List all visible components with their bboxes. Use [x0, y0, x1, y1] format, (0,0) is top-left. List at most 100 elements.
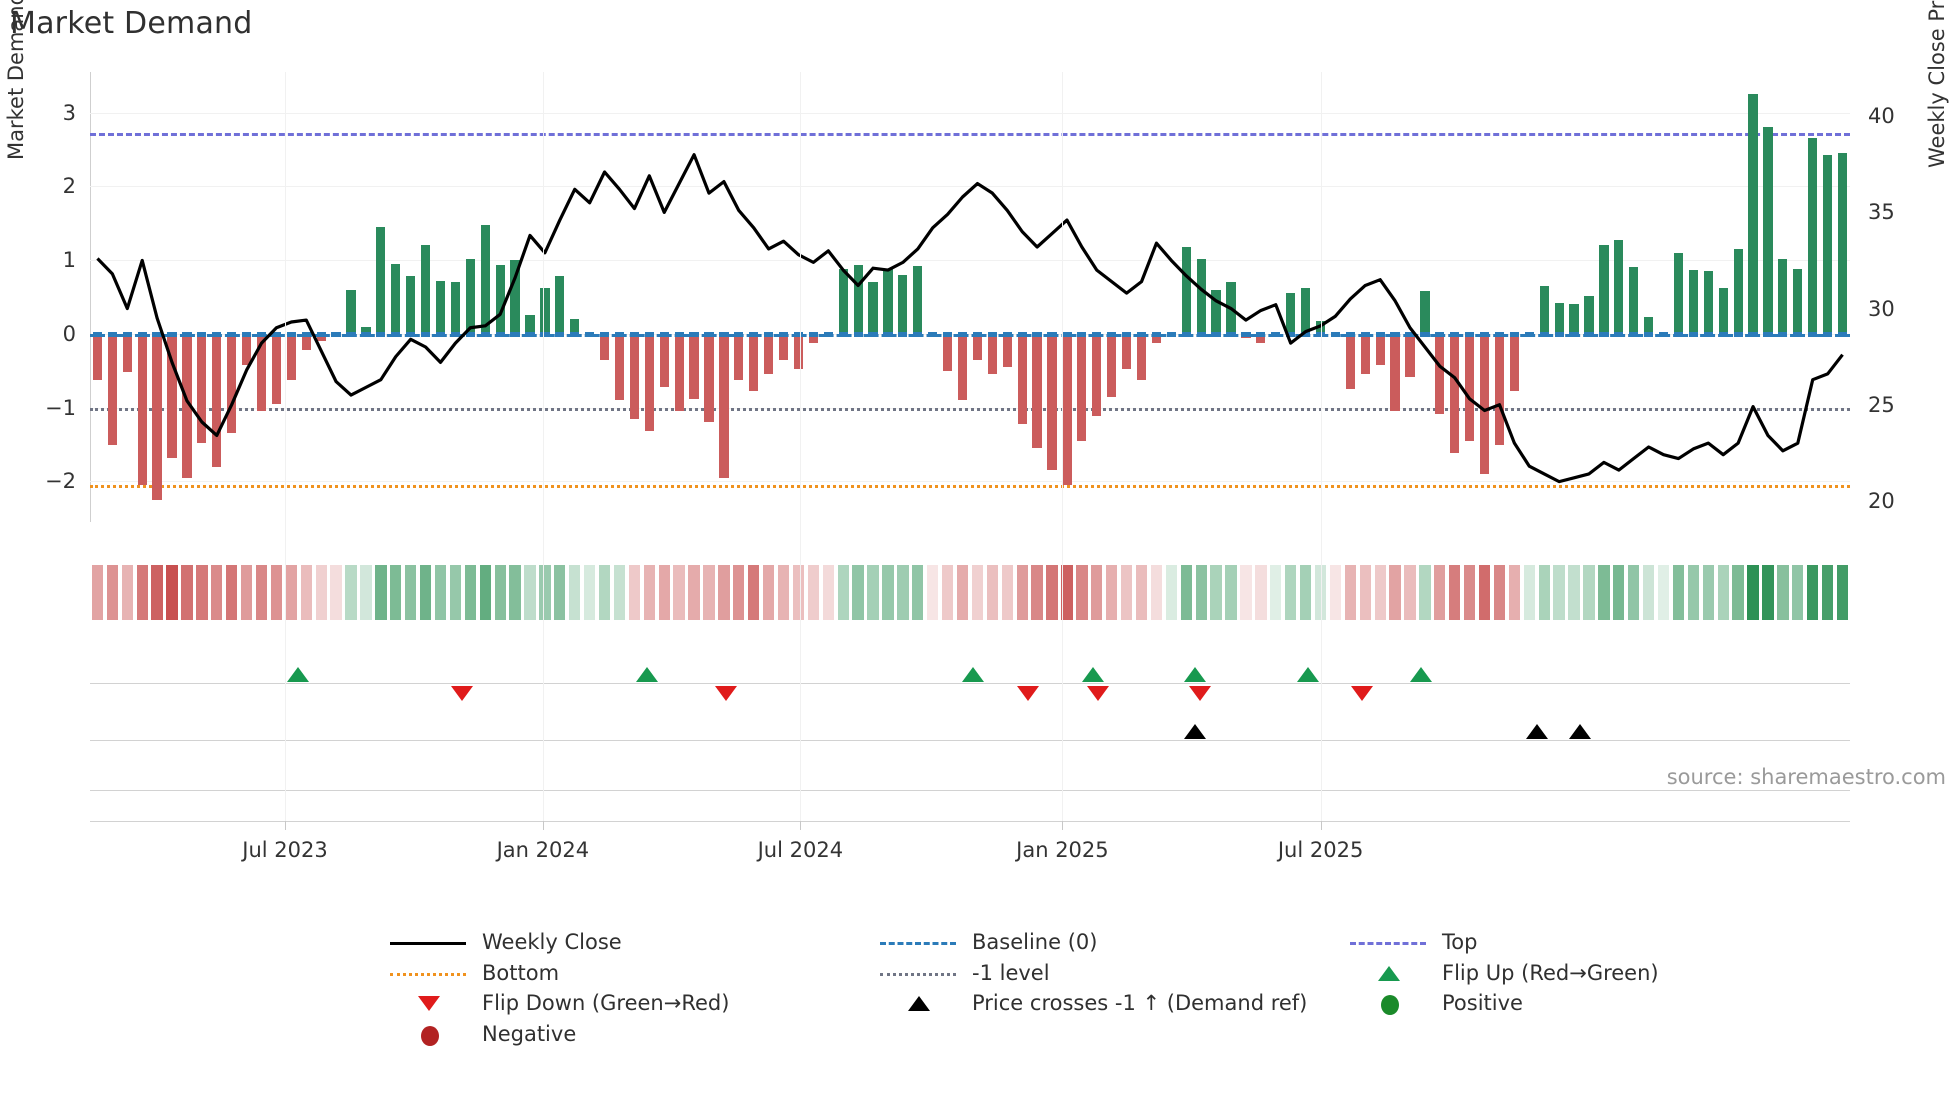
demand-bar	[1539, 285, 1549, 334]
baseline-cap	[1629, 331, 1639, 337]
heatmap-cell	[1195, 565, 1207, 620]
heatmap-cell	[196, 565, 208, 620]
line-icon	[1350, 931, 1426, 953]
heatmap-cell	[822, 565, 834, 620]
baseline-cap	[659, 331, 669, 337]
baseline-cap	[898, 331, 908, 337]
heatmap-cell	[688, 565, 700, 620]
heatmap-cell	[1449, 565, 1461, 620]
demand-bar	[689, 333, 699, 399]
demand-bar	[957, 333, 968, 401]
baseline-cap	[1077, 331, 1087, 337]
left-tick-label: 2	[62, 174, 76, 199]
heatmap-cell	[748, 565, 760, 620]
right-tick-label: 30	[1868, 296, 1895, 321]
demand-bar	[1778, 258, 1788, 334]
x-tick-mark	[285, 821, 286, 830]
legend-label: -1 level	[972, 960, 1050, 985]
x-tick-mark	[1062, 821, 1064, 830]
legend-item[interactable]: Weekly Close	[390, 930, 622, 954]
demand-bar	[1673, 252, 1684, 334]
heatmap-cell	[1657, 565, 1670, 620]
heatmap-cell	[1210, 565, 1222, 620]
baseline-cap	[197, 331, 207, 337]
baseline-cap	[1763, 331, 1773, 337]
baseline-cap	[1271, 331, 1281, 337]
heatmap-cell	[390, 565, 402, 620]
heatmap-cell	[569, 565, 581, 620]
legend-label: Flip Up (Red→Green)	[1442, 960, 1659, 985]
legend-item[interactable]: Flip Down (Green→Red)	[390, 991, 729, 1015]
demand-bar	[570, 319, 580, 334]
baseline-cap	[1823, 331, 1833, 337]
baseline-cap	[540, 331, 550, 337]
heatmap-cell	[1792, 565, 1804, 620]
line-icon	[390, 931, 466, 953]
baseline-cap	[435, 331, 446, 337]
baseline-cap	[1390, 331, 1400, 337]
vertical-gridline	[285, 72, 286, 821]
left-tick-label: −1	[45, 395, 76, 420]
baseline-cap	[853, 331, 863, 337]
legend-item[interactable]: Bottom	[390, 961, 559, 985]
heatmap-cell	[1807, 565, 1819, 620]
baseline-cap	[1435, 331, 1445, 337]
line-icon	[390, 962, 466, 984]
heatmap-cell	[166, 565, 178, 620]
demand-bar	[972, 333, 983, 360]
legend-item[interactable]: Negative	[390, 1022, 576, 1046]
heatmap-cell	[1419, 565, 1431, 620]
flip-up-marker	[1297, 667, 1320, 682]
heatmap-cell	[524, 565, 536, 620]
legend-item[interactable]: Baseline (0)	[880, 930, 1097, 954]
gridline	[90, 260, 1850, 262]
demand-heatmap-strip	[90, 565, 1850, 620]
line-icon	[1350, 942, 1426, 945]
legend-item[interactable]: Price crosses -1 ↑ (Demand ref)	[880, 991, 1307, 1015]
baseline-cap	[1345, 331, 1355, 337]
legend-item[interactable]: Flip Up (Red→Green)	[1350, 961, 1659, 985]
right-tick-label: 35	[1868, 200, 1895, 225]
demand-bar	[152, 333, 162, 500]
baseline-cap	[1151, 331, 1162, 337]
line-icon	[390, 972, 466, 976]
baseline-cap	[1733, 331, 1743, 337]
baseline-cap	[1837, 331, 1848, 337]
baseline-cap	[1614, 331, 1624, 337]
legend-item[interactable]: -1 level	[880, 961, 1050, 985]
demand-bar	[764, 333, 774, 375]
demand-bar	[808, 333, 818, 343]
baseline-cap	[1405, 331, 1415, 337]
triangle-down-icon	[418, 996, 440, 1012]
demand-bar	[1837, 153, 1848, 334]
heatmap-cell	[837, 565, 849, 620]
baseline-cap	[808, 331, 818, 337]
line-icon	[880, 931, 956, 953]
demand-bar	[540, 288, 550, 334]
heatmap-cell	[1478, 565, 1491, 620]
baseline-cap	[346, 331, 356, 337]
baseline-cap	[1032, 331, 1042, 337]
heatmap-cell	[1777, 565, 1789, 620]
baseline-cap	[704, 331, 714, 337]
baseline-cap	[1703, 331, 1713, 337]
heatmap-cell	[181, 565, 193, 620]
circle-icon	[421, 1025, 439, 1046]
demand-bar	[525, 315, 535, 334]
baseline-cap	[152, 331, 162, 337]
baseline-cap	[644, 331, 654, 337]
legend-label: Negative	[482, 1021, 577, 1046]
demand-bar	[1554, 302, 1564, 334]
demand-bar	[1107, 333, 1117, 397]
baseline-cap	[1808, 331, 1818, 337]
lower-lane-a	[90, 790, 1850, 791]
demand-bar	[1345, 333, 1355, 390]
baseline-cap	[943, 331, 953, 337]
heatmap-cell	[300, 565, 312, 620]
legend-item[interactable]: Top	[1350, 930, 1477, 954]
heatmap-cell	[1523, 565, 1535, 620]
legend-item[interactable]: Positive	[1350, 991, 1523, 1016]
demand-bar	[301, 333, 311, 351]
weekly-close-path	[96, 153, 1844, 484]
heatmap-cell	[1031, 565, 1043, 620]
